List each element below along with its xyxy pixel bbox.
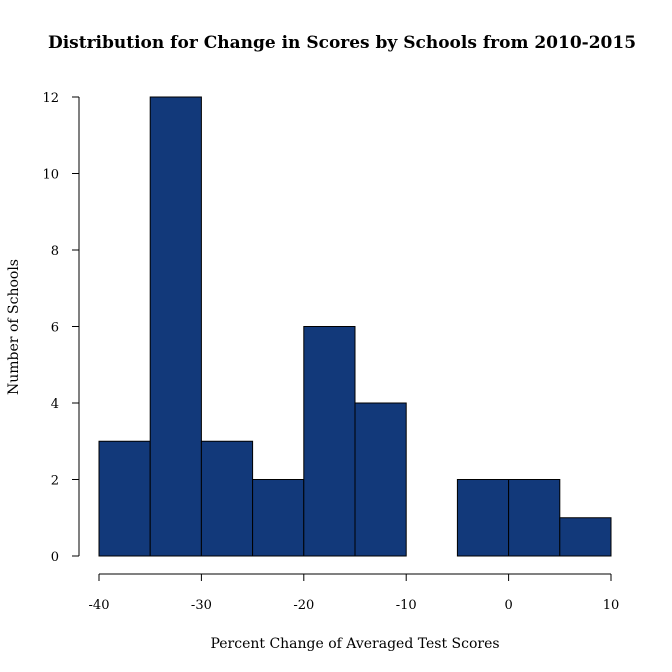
x-tick-label: 0: [504, 598, 512, 613]
y-tick-label: 0: [51, 550, 59, 565]
y-axis-title: Number of Schools: [6, 259, 22, 395]
x-tick-label: -40: [89, 598, 110, 613]
chart-title: Distribution for Change in Scores by Sch…: [48, 33, 636, 53]
x-tick-label: -30: [191, 598, 212, 613]
x-tick-label: -20: [293, 598, 314, 613]
histogram-bar: [252, 479, 305, 557]
histogram-bar: [559, 517, 612, 557]
y-axis: 0 2 4 6 8 10 12: [42, 91, 80, 565]
x-tick-label: -10: [396, 598, 417, 613]
x-tick-label: 10: [603, 598, 620, 613]
histogram-bar: [200, 440, 254, 557]
histogram-bar: [303, 326, 356, 557]
x-axis: -40 -30 -20 -10 0 10: [89, 573, 620, 613]
y-tick-label: 8: [51, 244, 59, 259]
y-tick-label: 2: [51, 474, 59, 489]
histogram-bar: [508, 479, 561, 557]
y-tick-label: 10: [42, 168, 59, 183]
bars-layer: [98, 96, 612, 557]
histogram-bar: [98, 440, 151, 557]
y-tick-label: 6: [51, 321, 59, 336]
y-tick-label: 4: [51, 397, 59, 412]
x-axis-title: Percent Change of Averaged Test Scores: [210, 636, 499, 652]
histogram-bar: [149, 96, 202, 557]
histogram-bar: [456, 479, 510, 557]
y-tick-label: 12: [42, 91, 59, 106]
histogram-bar: [354, 402, 407, 557]
